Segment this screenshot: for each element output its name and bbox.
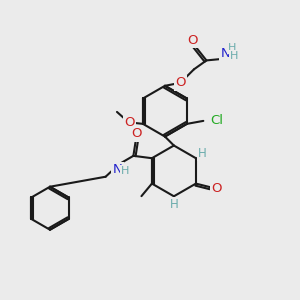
Text: N: N [113,163,122,176]
Text: O: O [175,76,186,89]
Text: H: H [228,43,237,52]
Text: H: H [121,166,129,176]
Text: O: O [131,127,142,140]
Text: O: O [211,182,221,195]
Text: H: H [169,198,178,211]
Text: O: O [188,34,198,46]
Text: O: O [124,116,135,129]
Text: N: N [221,47,230,60]
Text: H: H [198,147,207,160]
Text: H: H [230,51,239,61]
Text: Cl: Cl [210,114,223,128]
